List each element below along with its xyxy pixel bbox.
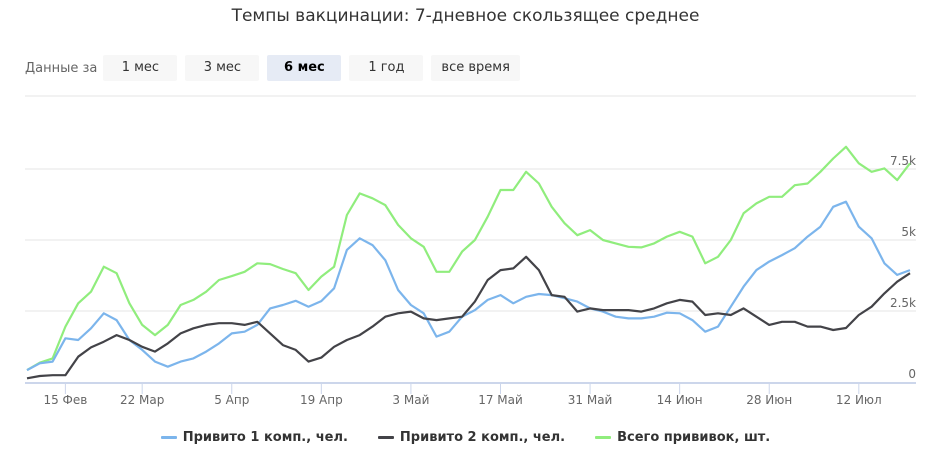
y-tick-label: 2.5k xyxy=(890,296,916,310)
legend-item-total[interactable]: Всего прививок, шт. xyxy=(595,430,770,445)
x-tick-label: 12 Июл xyxy=(836,393,882,407)
y-tick-label: 5k xyxy=(901,225,916,239)
legend-label-first-dose: Привито 1 комп., чел. xyxy=(182,430,348,445)
range-button-1-year[interactable]: 1 год xyxy=(349,55,424,81)
x-tick-label: 14 Июн xyxy=(657,393,703,407)
range-button-1-month[interactable]: 1 мес xyxy=(103,55,178,81)
x-tick-label: 31 Май xyxy=(568,393,613,407)
x-tick-label: 22 Мар xyxy=(120,393,164,407)
range-label: Данные за xyxy=(25,60,98,76)
x-tick-label: 17 Май xyxy=(478,393,523,407)
series-line-second-dose xyxy=(26,255,911,380)
range-button-all-time[interactable]: все время xyxy=(431,55,520,81)
legend-item-second-dose[interactable]: Привито 2 комп., чел. xyxy=(377,430,566,445)
legend-swatch-second-dose xyxy=(377,436,394,439)
range-selector: Данные за 1 мес 3 мес 6 мес 1 год все вр… xyxy=(25,55,528,81)
series-line-first-dose xyxy=(26,200,911,372)
legend-swatch-total xyxy=(595,436,612,439)
y-tick-label: 0 xyxy=(908,367,916,381)
chart-title: Темпы вакцинации: 7-дневное скользящее с… xyxy=(231,6,700,26)
legend-label-second-dose: Привито 2 комп., чел. xyxy=(399,430,566,445)
legend: Привито 1 комп., чел. Привито 2 комп., ч… xyxy=(0,430,931,445)
y-tick-label: 7.5k xyxy=(890,154,916,168)
x-tick-label: 15 Фев xyxy=(43,393,87,407)
x-tick-label: 5 Апр xyxy=(214,393,249,407)
x-tick-label: 28 Июн xyxy=(746,393,792,407)
x-tick-label: 19 Апр xyxy=(300,393,343,407)
range-button-6-months[interactable]: 6 мес xyxy=(267,55,342,81)
series-line-total xyxy=(26,145,911,372)
legend-label-total: Всего прививок, шт. xyxy=(617,430,771,445)
x-tick-label: 3 Май xyxy=(392,393,429,407)
legend-swatch-first-dose xyxy=(160,436,177,439)
range-button-3-months[interactable]: 3 мес xyxy=(185,55,260,81)
legend-item-first-dose[interactable]: Привито 1 комп., чел. xyxy=(160,430,348,445)
